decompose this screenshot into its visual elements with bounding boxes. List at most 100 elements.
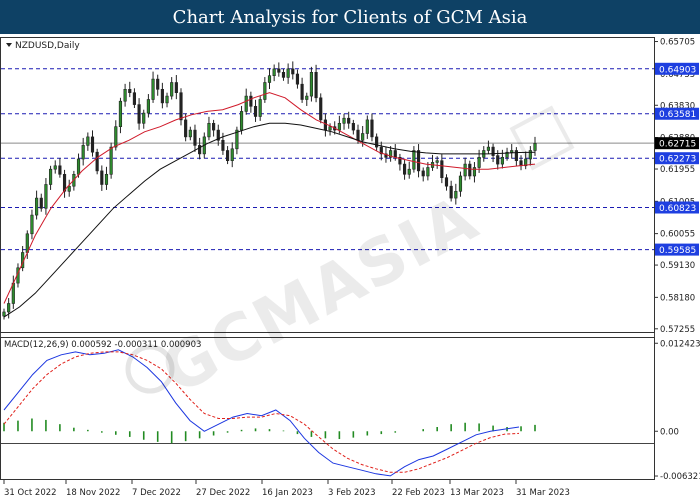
candle (58, 158, 62, 178)
candle (458, 171, 463, 197)
candle (281, 68, 286, 81)
candle-body (295, 73, 300, 85)
candle (151, 71, 155, 103)
candle-body (435, 160, 439, 163)
candle-body (198, 145, 202, 155)
candle (300, 77, 304, 103)
axes: 0.657050.647550.638300.628800.619550.610… (0, 37, 700, 498)
candle-body (393, 150, 397, 158)
candle-body (244, 95, 248, 112)
candle (230, 142, 234, 168)
level-badge-label: 0.60823 (659, 204, 696, 214)
candle-body (81, 145, 85, 160)
candle-body (109, 146, 113, 175)
candle-body (212, 122, 216, 131)
candle-body (421, 170, 425, 177)
candle (39, 193, 43, 212)
candle (86, 132, 90, 151)
candle (235, 126, 239, 155)
price-panel-frame (0, 37, 655, 444)
candle (188, 126, 192, 141)
candle (319, 93, 323, 124)
candle (277, 62, 281, 77)
candle-body (118, 100, 123, 127)
date-tick-label: 31 Oct 2022 (4, 488, 57, 498)
price-tick-label: 0.61955 (660, 165, 695, 175)
candle (375, 133, 379, 151)
candle-body (440, 160, 444, 178)
candle (100, 165, 104, 191)
date-tick-label: 31 Mar 2023 (516, 488, 570, 498)
candle-body (221, 139, 225, 151)
candle (286, 63, 290, 84)
candle-body (309, 71, 314, 97)
candle (244, 88, 248, 115)
candle (160, 82, 164, 109)
candle-body (100, 170, 104, 185)
candle-body (104, 173, 109, 185)
candle-body (53, 165, 57, 170)
candle (351, 119, 355, 135)
candle-body (156, 78, 160, 90)
candle-body (67, 185, 71, 192)
candle (123, 83, 127, 107)
date-tick-label: 7 Dec 2022 (132, 488, 181, 498)
candle-body (533, 143, 537, 151)
candle-body (123, 88, 127, 102)
candle-body (491, 146, 495, 156)
candle-body (58, 165, 62, 175)
date-tick-label: 13 Mar 2023 (450, 488, 504, 498)
candle (212, 119, 216, 137)
candle-body (142, 112, 146, 124)
candle (309, 66, 314, 102)
candle-body (263, 82, 267, 100)
candle (412, 146, 416, 173)
candle-body (277, 68, 281, 73)
candle (104, 166, 109, 190)
macd-label: MACD(12,26,9) 0.000592 -0.000311 0.00090… (4, 340, 201, 350)
level-badge (655, 62, 699, 75)
candle (472, 162, 477, 183)
candle (389, 146, 393, 162)
page-title: Chart Analysis for Clients of GCM Asia (0, 0, 700, 34)
candle-body (458, 175, 463, 192)
candle (463, 157, 467, 181)
level-badge-label: 0.62273 (659, 155, 696, 165)
price-tick-label: 0.60055 (660, 230, 695, 240)
level-badge (655, 243, 699, 256)
candle (170, 77, 174, 100)
candle (528, 146, 532, 166)
level-badge (655, 201, 699, 214)
level-badge (655, 152, 699, 165)
slow-moving-average (3, 122, 536, 318)
candle (291, 61, 295, 80)
candle-body (398, 156, 402, 165)
candle (184, 113, 188, 142)
current-price-badge (655, 137, 699, 150)
candle-body (426, 167, 430, 177)
candle (486, 140, 491, 154)
candle-body (160, 88, 164, 104)
candle-body (477, 156, 481, 168)
level-badge-label: 0.59585 (659, 246, 696, 256)
candle-body (356, 129, 360, 141)
candle (263, 77, 267, 103)
candle (468, 160, 472, 180)
candle-body (342, 117, 346, 124)
candle (365, 115, 369, 139)
candle (435, 156, 439, 169)
candle-body (514, 150, 518, 161)
candle (35, 190, 39, 220)
candle-body (402, 163, 407, 175)
candle-body (463, 163, 467, 177)
candle-body (39, 197, 43, 209)
candle-body (44, 184, 48, 209)
candle (314, 64, 318, 103)
candle-body (239, 111, 244, 131)
candle-body (35, 197, 39, 216)
macd-tick-label: -0.006321 (660, 472, 700, 482)
candle-body (337, 122, 341, 131)
candle-body (365, 119, 369, 134)
candle-body (300, 83, 304, 100)
candle (132, 88, 137, 108)
